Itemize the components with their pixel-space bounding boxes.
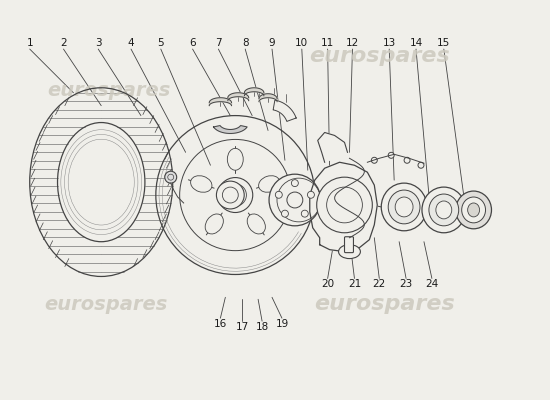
Circle shape	[269, 174, 321, 226]
Circle shape	[388, 152, 394, 158]
Circle shape	[282, 210, 288, 217]
Text: 5: 5	[157, 38, 164, 48]
Ellipse shape	[191, 176, 212, 192]
Polygon shape	[318, 132, 348, 162]
Polygon shape	[228, 93, 249, 101]
Circle shape	[301, 210, 308, 217]
Polygon shape	[213, 126, 247, 134]
Circle shape	[418, 162, 424, 168]
FancyBboxPatch shape	[344, 237, 354, 253]
Text: eurospares: eurospares	[47, 81, 171, 100]
Ellipse shape	[395, 197, 413, 217]
Polygon shape	[273, 100, 296, 121]
Text: 10: 10	[295, 38, 309, 48]
Text: 24: 24	[425, 280, 438, 290]
Text: eurospares: eurospares	[314, 294, 455, 314]
Circle shape	[276, 191, 282, 198]
Text: eurospares: eurospares	[309, 46, 450, 66]
Ellipse shape	[429, 194, 459, 226]
Text: 14: 14	[409, 38, 422, 48]
Ellipse shape	[216, 181, 244, 209]
Circle shape	[287, 192, 303, 208]
Text: 21: 21	[348, 280, 361, 290]
Text: 18: 18	[255, 322, 269, 332]
Ellipse shape	[381, 183, 427, 231]
Polygon shape	[209, 98, 232, 106]
Text: 7: 7	[215, 38, 222, 48]
Circle shape	[165, 171, 177, 183]
Text: 6: 6	[189, 38, 196, 48]
Text: 22: 22	[373, 280, 386, 290]
Circle shape	[218, 178, 253, 212]
Ellipse shape	[258, 176, 280, 192]
Circle shape	[371, 157, 377, 163]
Text: 13: 13	[383, 38, 396, 48]
Text: 19: 19	[276, 319, 289, 329]
Ellipse shape	[468, 203, 480, 217]
Text: 4: 4	[128, 38, 134, 48]
Text: 23: 23	[399, 280, 412, 290]
Circle shape	[404, 157, 410, 163]
Ellipse shape	[388, 190, 420, 224]
Ellipse shape	[227, 148, 243, 170]
Ellipse shape	[461, 197, 486, 223]
Text: 8: 8	[242, 38, 249, 48]
Ellipse shape	[205, 214, 223, 234]
Text: eurospares: eurospares	[45, 295, 168, 314]
Polygon shape	[310, 162, 377, 252]
Ellipse shape	[436, 201, 452, 219]
Text: 3: 3	[95, 38, 102, 48]
Text: 12: 12	[346, 38, 359, 48]
Text: 17: 17	[235, 322, 249, 332]
Ellipse shape	[456, 191, 492, 229]
Text: 11: 11	[321, 38, 334, 48]
Text: 9: 9	[269, 38, 276, 48]
Text: 2: 2	[60, 38, 67, 48]
Circle shape	[307, 191, 315, 198]
Circle shape	[292, 180, 298, 186]
Text: 20: 20	[321, 280, 334, 290]
Polygon shape	[244, 88, 264, 96]
Ellipse shape	[247, 214, 266, 234]
Text: 15: 15	[437, 38, 450, 48]
Text: 16: 16	[214, 319, 227, 329]
Text: 1: 1	[26, 38, 33, 48]
Ellipse shape	[422, 187, 466, 233]
Ellipse shape	[339, 245, 360, 258]
Polygon shape	[259, 94, 277, 102]
Circle shape	[317, 177, 372, 233]
